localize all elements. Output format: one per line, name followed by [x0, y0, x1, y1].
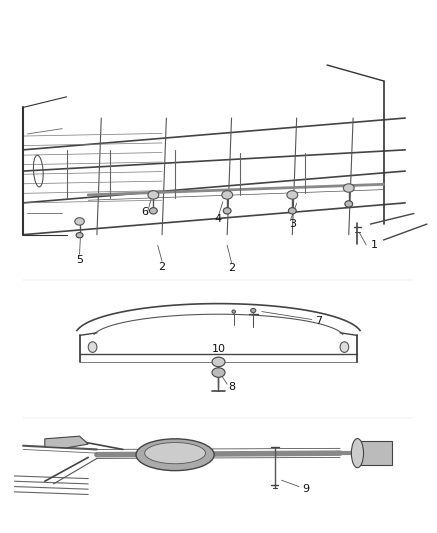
- Text: 8: 8: [228, 382, 235, 392]
- Ellipse shape: [136, 439, 214, 471]
- Text: 7: 7: [315, 316, 322, 326]
- Ellipse shape: [232, 310, 236, 313]
- Ellipse shape: [223, 208, 231, 214]
- Text: 1: 1: [371, 240, 378, 251]
- Ellipse shape: [287, 191, 298, 199]
- Text: 3: 3: [289, 219, 296, 229]
- Ellipse shape: [148, 191, 159, 199]
- Ellipse shape: [212, 368, 225, 377]
- Text: 10: 10: [212, 344, 225, 354]
- Ellipse shape: [76, 232, 83, 238]
- Ellipse shape: [222, 191, 232, 199]
- Circle shape: [340, 342, 349, 352]
- Ellipse shape: [212, 357, 225, 367]
- Text: 5: 5: [76, 255, 83, 264]
- Text: 6: 6: [141, 207, 148, 217]
- Text: 9: 9: [302, 484, 309, 494]
- Ellipse shape: [345, 201, 353, 207]
- Text: 2: 2: [159, 262, 166, 271]
- Text: 2: 2: [228, 263, 235, 273]
- Circle shape: [88, 342, 97, 352]
- Ellipse shape: [351, 439, 364, 468]
- Text: 4: 4: [215, 214, 222, 224]
- Ellipse shape: [343, 184, 354, 192]
- Ellipse shape: [288, 208, 296, 214]
- FancyBboxPatch shape: [357, 441, 392, 465]
- Ellipse shape: [149, 208, 157, 214]
- Ellipse shape: [251, 309, 256, 313]
- Ellipse shape: [145, 442, 205, 464]
- Polygon shape: [45, 436, 88, 448]
- Ellipse shape: [75, 217, 84, 225]
